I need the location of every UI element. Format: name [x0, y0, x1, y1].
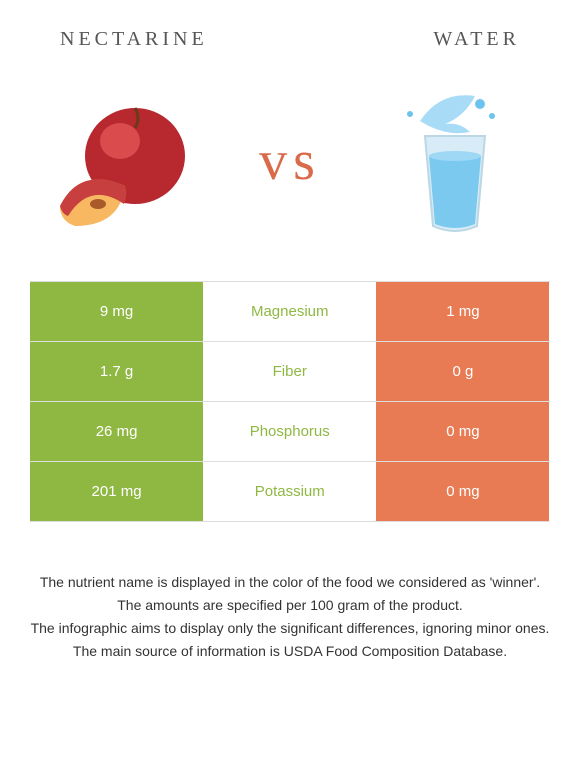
- footnote-line: The main source of information is USDA F…: [30, 641, 550, 662]
- right-value: 0 mg: [376, 402, 549, 461]
- table-row: 1.7 gFiber0 g: [30, 342, 550, 402]
- left-value: 9 mg: [30, 282, 203, 341]
- nutrient-name: Phosphorus: [203, 402, 376, 461]
- nutrient-name: Fiber: [203, 342, 376, 401]
- table-row: 9 mgMagnesium1 mg: [30, 282, 550, 342]
- footnote-line: The amounts are specified per 100 gram o…: [30, 595, 550, 616]
- water-illustration: [380, 86, 530, 236]
- footnote-line: The nutrient name is displayed in the co…: [30, 572, 550, 593]
- right-food-title: Water: [433, 28, 520, 51]
- left-food-title: Nectarine: [60, 28, 208, 51]
- table-row: 26 mgPhosphorus0 mg: [30, 402, 550, 462]
- nutrient-name: Magnesium: [203, 282, 376, 341]
- vs-label: vs: [259, 129, 321, 193]
- left-value: 201 mg: [30, 462, 203, 521]
- footnotes: The nutrient name is displayed in the co…: [0, 522, 580, 662]
- left-value: 26 mg: [30, 402, 203, 461]
- nutrient-table: 9 mgMagnesium1 mg1.7 gFiber0 g26 mgPhosp…: [30, 281, 550, 522]
- footnote-line: The infographic aims to display only the…: [30, 618, 550, 639]
- nectarine-illustration: [50, 86, 200, 236]
- right-value: 1 mg: [376, 282, 549, 341]
- nutrient-name: Potassium: [203, 462, 376, 521]
- table-row: 201 mgPotassium0 mg: [30, 462, 550, 522]
- right-value: 0 g: [376, 342, 549, 401]
- left-value: 1.7 g: [30, 342, 203, 401]
- right-value: 0 mg: [376, 462, 549, 521]
